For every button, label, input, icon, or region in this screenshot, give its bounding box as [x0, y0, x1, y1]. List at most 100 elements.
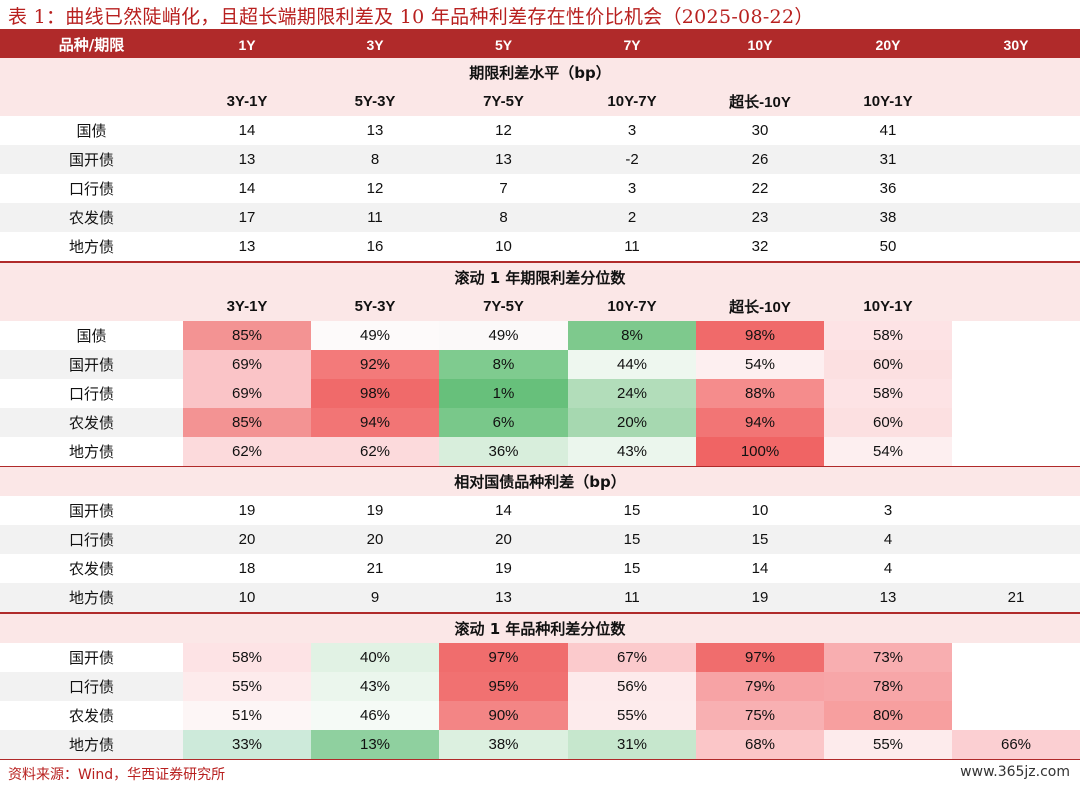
- table-cell: [952, 116, 1080, 145]
- subheader-blank: [0, 87, 183, 116]
- table-cell: 31: [879, 151, 897, 168]
- table-cell: 14: [751, 560, 769, 577]
- table-cell: 49%: [439, 320, 568, 350]
- table-cell: 38%: [439, 729, 568, 759]
- table-cell: 8: [499, 209, 508, 226]
- row-label: 口行债: [68, 180, 114, 198]
- subheader-cell: 10Y-1Y: [863, 297, 913, 315]
- table-cell: 11: [624, 238, 640, 255]
- table-cell: 19: [238, 502, 256, 519]
- table-row: 国开债 19 19 14 15 10 3: [0, 496, 1080, 525]
- table-cell: 73%: [824, 642, 952, 672]
- table-cell: 10: [751, 502, 769, 519]
- table-cell: 20%: [568, 407, 696, 437]
- header-cell: 5Y: [494, 36, 513, 53]
- table-cell: [952, 407, 1080, 437]
- title-rule: [0, 29, 1080, 31]
- subheader-row: 3Y-1Y 5Y-3Y 7Y-5Y 10Y-7Y 超长-10Y 10Y-1Y: [0, 291, 1080, 321]
- table-cell: 55%: [568, 700, 696, 730]
- table-cell: 15: [623, 502, 641, 519]
- header-cell: 3Y: [366, 36, 384, 53]
- header-cell: 20Y: [875, 36, 901, 53]
- table-row: 农发债 51% 46% 90% 55% 75% 80%: [0, 700, 1080, 730]
- row-label: 口行债: [68, 384, 114, 403]
- row-label: 农发债: [68, 209, 114, 227]
- table-cell: 43%: [311, 671, 439, 701]
- header-cell: 1Y: [238, 36, 256, 53]
- table-cell: 58%: [824, 320, 952, 350]
- table-cell: [952, 320, 1080, 350]
- table-cell: 24%: [568, 378, 696, 408]
- table-cell: 50: [879, 238, 897, 255]
- table-row: 农发债 85% 94% 6% 20% 94% 60%: [0, 407, 1080, 437]
- table-cell: 13: [495, 151, 512, 168]
- table-cell: 7: [499, 180, 508, 197]
- subheader-cell: 7Y-5Y: [483, 93, 524, 110]
- table-cell: 58%: [824, 378, 952, 408]
- table-cell: 19: [751, 589, 769, 606]
- table-cell: 40%: [311, 642, 439, 672]
- table-cell: 85%: [183, 320, 311, 350]
- row-label: 地方债: [68, 589, 114, 607]
- section-title: 相对国债品种利差（bp）: [0, 467, 1080, 496]
- table-cell: 94%: [311, 407, 439, 437]
- table-cell: 32: [751, 238, 769, 255]
- row-label: 国债: [76, 122, 107, 140]
- table-cell: 13: [238, 238, 256, 255]
- table-cell: 9: [370, 589, 380, 606]
- subheader-row: 3Y-1Y 5Y-3Y 7Y-5Y 10Y-7Y 超长-10Y 10Y-1Y: [0, 87, 1080, 116]
- row-label: 口行债: [68, 677, 114, 696]
- table-cell: 20: [238, 531, 256, 548]
- table-cell: 85%: [183, 407, 311, 437]
- table-cell: 75%: [696, 700, 824, 730]
- subheader-cell: 3Y-1Y: [226, 297, 268, 315]
- table-cell: 1%: [439, 378, 568, 408]
- table-cell: [952, 436, 1080, 466]
- table-cell: [952, 232, 1080, 261]
- table-cell: 68%: [696, 729, 824, 759]
- table-row: 口行债 55% 43% 95% 56% 79% 78%: [0, 671, 1080, 701]
- table-row: 农发债 18 21 19 15 14 4: [0, 554, 1080, 583]
- table-cell: 21: [1007, 589, 1025, 606]
- table-cell: 19: [366, 502, 384, 519]
- subheader-cell: 超长-10Y: [729, 298, 791, 316]
- table-row: 口行债 20 20 20 15 15 4: [0, 525, 1080, 554]
- table-cell: 90%: [439, 700, 568, 730]
- table-cell: 19: [495, 560, 512, 577]
- section-title: 滚动 1 年品种利差分位数: [0, 613, 1080, 643]
- table-cell: 14: [238, 180, 256, 197]
- table-cell: [952, 525, 1080, 554]
- table-cell: 15: [623, 531, 641, 548]
- table-cell: 16: [366, 238, 384, 255]
- subheader-cell: 5Y-3Y: [354, 93, 396, 110]
- table-cell: 54%: [824, 436, 952, 466]
- table-cell: 94%: [696, 407, 824, 437]
- table-cell: 10: [495, 238, 512, 255]
- table-cell: 62%: [183, 436, 311, 466]
- subheader-cell: 10Y-7Y: [607, 297, 657, 315]
- table-cell: 62%: [311, 436, 439, 466]
- table-cell: 41: [879, 122, 897, 139]
- table-cell: 60%: [824, 407, 952, 437]
- section-title: 期限利差水平（bp）: [0, 58, 1080, 87]
- table-cell: 26: [751, 151, 769, 168]
- table-cell: 100%: [696, 436, 824, 466]
- table-row: 地方债 13 16 10 11 32 50: [0, 232, 1080, 261]
- subheader-cell: 10Y-7Y: [607, 93, 657, 110]
- table-row: 国开债 13 8 13 -2 26 31: [0, 145, 1080, 174]
- table-cell: 49%: [311, 320, 439, 350]
- source-note: 资料来源：Wind，华西证券研究所: [8, 767, 226, 783]
- table-cell: 69%: [183, 349, 311, 379]
- section-divider: [0, 465, 1080, 467]
- table-cell: 69%: [183, 378, 311, 408]
- header-cell: 7Y: [623, 36, 641, 53]
- table-cell: [952, 671, 1080, 701]
- table-cell: -2: [625, 151, 639, 168]
- table-cell: 14: [495, 502, 512, 519]
- table-cell: 30: [751, 122, 769, 139]
- table-row: 口行债 69% 98% 1% 24% 88% 58%: [0, 378, 1080, 408]
- table-cell: 13: [879, 589, 897, 606]
- row-label: 地方债: [68, 735, 114, 754]
- row-label: 国开债: [68, 502, 114, 520]
- table-cell: 51%: [183, 700, 311, 730]
